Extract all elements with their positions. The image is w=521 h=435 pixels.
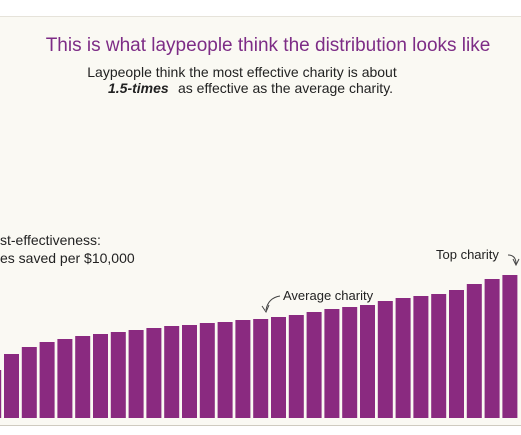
bar: [199, 323, 215, 418]
chart-title: This is what laypeople think the distrib…: [46, 35, 491, 56]
bar: [484, 279, 500, 418]
bar: [253, 319, 269, 418]
bar: [431, 294, 447, 418]
annotation-arrow: [265, 295, 281, 311]
bar: [182, 325, 197, 418]
subtitle-emphasis: 1.5-times: [108, 80, 169, 96]
bar: [271, 317, 286, 418]
axis-label: st-effectiveness:: [0, 232, 101, 248]
bar: [110, 332, 126, 418]
bar: [324, 309, 340, 418]
annotation: Top charity: [436, 247, 499, 262]
bar: [75, 336, 91, 418]
bar: [449, 290, 464, 418]
bar: [395, 298, 411, 418]
bar: [502, 275, 518, 418]
bar: [57, 339, 73, 418]
bar: [306, 312, 322, 418]
bar: [21, 347, 37, 418]
bar: [288, 315, 304, 418]
annotation-arrow: [507, 254, 517, 265]
bar: [342, 307, 358, 418]
annotation: Average charity: [283, 288, 374, 303]
bar: [377, 301, 393, 418]
bar: [360, 305, 375, 418]
annotation-arrow: [512, 258, 520, 267]
bar: [4, 354, 19, 418]
subtitle: Laypeople think the most effective chari…: [87, 64, 397, 80]
bar: [93, 334, 108, 418]
annotation-arrow: [261, 304, 270, 314]
bar: [217, 322, 233, 418]
bar: [235, 320, 251, 418]
bar: [39, 342, 55, 418]
bar: [413, 296, 429, 418]
bar: [164, 326, 180, 418]
axis-label: es saved per $10,000: [0, 250, 135, 266]
bar: [128, 330, 144, 418]
bar: [0, 370, 2, 418]
subtitle: as effective as the average charity.: [178, 80, 393, 96]
bar: [466, 284, 482, 418]
bar: [146, 328, 162, 418]
